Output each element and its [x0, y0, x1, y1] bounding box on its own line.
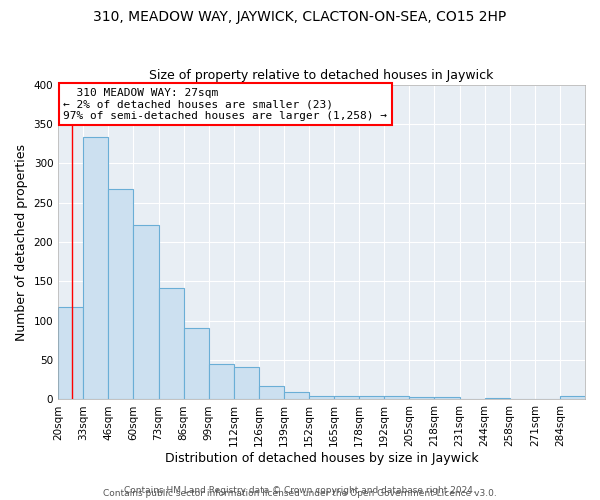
- Bar: [385, 396, 409, 400]
- Text: Contains HM Land Registry data © Crown copyright and database right 2024.: Contains HM Land Registry data © Crown c…: [124, 486, 476, 495]
- Bar: [284, 392, 309, 400]
- Bar: [485, 398, 510, 400]
- Bar: [409, 397, 434, 400]
- Bar: [158, 288, 184, 400]
- Text: Contains public sector information licensed under the Open Government Licence v3: Contains public sector information licen…: [103, 488, 497, 498]
- Bar: [58, 308, 83, 400]
- Bar: [259, 386, 284, 400]
- X-axis label: Distribution of detached houses by size in Jaywick: Distribution of detached houses by size …: [165, 452, 478, 465]
- Bar: [309, 396, 334, 400]
- Bar: [560, 396, 585, 400]
- Bar: [434, 397, 460, 400]
- Bar: [209, 364, 234, 400]
- Bar: [109, 190, 133, 400]
- Bar: [334, 396, 359, 400]
- Bar: [184, 328, 209, 400]
- Text: 310 MEADOW WAY: 27sqm
← 2% of detached houses are smaller (23)
97% of semi-detac: 310 MEADOW WAY: 27sqm ← 2% of detached h…: [64, 88, 388, 121]
- Bar: [234, 367, 259, 400]
- Bar: [359, 396, 385, 400]
- Bar: [133, 224, 158, 400]
- Title: Size of property relative to detached houses in Jaywick: Size of property relative to detached ho…: [149, 69, 494, 82]
- Y-axis label: Number of detached properties: Number of detached properties: [15, 144, 28, 340]
- Text: 310, MEADOW WAY, JAYWICK, CLACTON-ON-SEA, CO15 2HP: 310, MEADOW WAY, JAYWICK, CLACTON-ON-SEA…: [94, 10, 506, 24]
- Bar: [83, 138, 109, 400]
